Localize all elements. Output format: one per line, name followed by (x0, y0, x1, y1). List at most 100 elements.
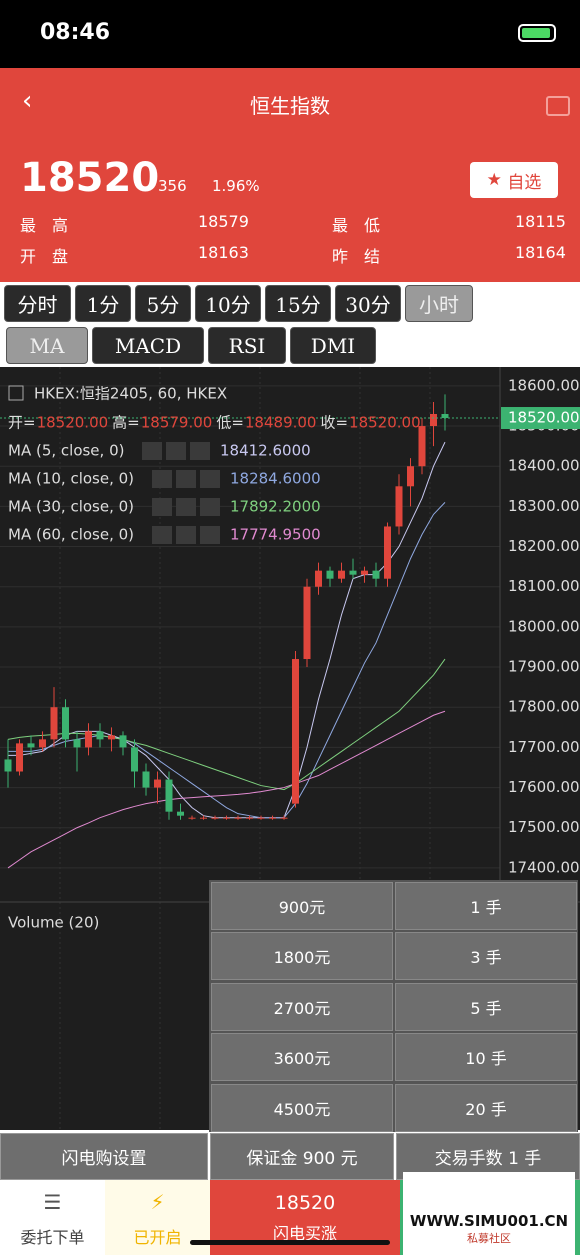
candle-body (349, 570, 357, 575)
nav-header: ‹ 恒生指数 (0, 68, 580, 137)
candle-body (96, 731, 104, 740)
candle-body (257, 817, 265, 819)
candle-body (39, 739, 46, 748)
legend-icon (200, 526, 220, 544)
indicator-tab[interactable]: DMI (290, 327, 376, 364)
chart-icon[interactable] (546, 96, 570, 116)
ma-line (7, 658, 446, 791)
legend-icon (142, 442, 162, 460)
ma-value: 18284.6000 (230, 470, 321, 488)
watch-button[interactable]: ★ 自选 (470, 162, 558, 198)
legend-icon (200, 498, 220, 516)
y-tick-label: 17600.00 (508, 778, 580, 796)
indicator-tab[interactable]: MA (6, 327, 88, 364)
legend-icon (200, 470, 220, 488)
amount-button[interactable]: 2700元 (211, 982, 393, 1031)
indicator-tab[interactable]: RSI (208, 327, 286, 364)
period-tab[interactable]: 30分 (335, 285, 401, 322)
y-tick-label: 18600.00 (508, 376, 580, 394)
y-tick-label: 17700.00 (508, 738, 580, 756)
lot-button[interactable]: 3 手 (395, 932, 577, 981)
y-tick-label: 17800.00 (508, 698, 580, 716)
buy-price: 18520 (274, 1192, 336, 1214)
page-title: 恒生指数 (250, 94, 330, 118)
amount-button[interactable]: 4500元 (211, 1083, 393, 1132)
back-button[interactable]: ‹ (22, 86, 33, 116)
y-tick-label: 18100.00 (508, 577, 580, 595)
battery (518, 24, 556, 42)
order-tab[interactable]: 委托下单 (20, 1228, 85, 1247)
y-tick-label: 18400.00 (508, 457, 580, 475)
candle-body (188, 817, 196, 819)
period-tab[interactable]: 小时 (405, 285, 473, 322)
candle-body (361, 570, 368, 575)
candle-body (234, 817, 242, 819)
y-tick-label: 17900.00 (508, 658, 580, 676)
legend-icon (152, 470, 172, 488)
candle-body (50, 707, 58, 740)
clock: 08:46 (40, 20, 111, 45)
ma-value: 17774.9500 (230, 526, 321, 544)
quote-value: 18579 (198, 212, 249, 231)
watermark: WWW.SIMU001.CN 私募社区 (403, 1172, 575, 1255)
candle-body (85, 731, 92, 748)
chart-title: HKEX:恒指2405, 60, HKEX (34, 385, 227, 403)
ohlc-label: 高= (112, 414, 140, 432)
ma-line (7, 710, 446, 869)
candle-body (407, 466, 414, 487)
candle-body (315, 570, 322, 587)
indicator-tab[interactable]: MACD (92, 327, 204, 364)
flash-tab[interactable]: 已开启 (133, 1228, 182, 1247)
candle-body (430, 413, 437, 427)
candle-body (326, 570, 334, 579)
candle-body (246, 817, 253, 819)
candle-body (119, 735, 127, 748)
volume-label: Volume (20) (8, 914, 99, 932)
change: 356 (158, 177, 187, 195)
ohlc-value: 18520.00 (349, 414, 421, 432)
candle-body (292, 659, 299, 804)
ma-legend: MA (10, close, 0) (8, 470, 134, 488)
ohlc-value: 18489.00 (245, 414, 317, 432)
period-tab[interactable]: 分时 (4, 285, 71, 322)
lot-button[interactable]: 1 手 (395, 882, 577, 930)
lot-button[interactable]: 20 手 (395, 1083, 577, 1132)
candle-body (384, 526, 391, 579)
quote-value: 18164 (515, 243, 566, 262)
y-tick-label: 17400.00 (508, 858, 580, 876)
ohlc-label: 收= (320, 414, 348, 432)
ma-legend: MA (30, close, 0) (8, 498, 134, 516)
candle-body (269, 817, 276, 819)
candle-body (108, 735, 115, 740)
last-price-label: 18520.00 (508, 409, 580, 427)
status-bar: 08:46 (0, 0, 580, 68)
ma-legend: MA (5, close, 0) (8, 442, 124, 460)
lot-button[interactable]: 5 手 (395, 982, 577, 1031)
amount-button[interactable]: 900元 (211, 882, 393, 930)
quote-label: 开 盘 (20, 247, 69, 266)
legend-icon (166, 442, 186, 460)
candle-body (4, 759, 12, 772)
candle-body (16, 743, 23, 772)
candle-body (441, 413, 449, 419)
collapse-icon (8, 385, 24, 401)
setting-button[interactable]: 闪电购设置 (0, 1133, 208, 1180)
period-tab[interactable]: 10分 (195, 285, 261, 322)
period-tab[interactable]: 1分 (75, 285, 131, 322)
y-tick-label: 18000.00 (508, 617, 580, 635)
quote-label: 最 低 (332, 216, 381, 235)
period-tab[interactable]: 15分 (265, 285, 331, 322)
home-indicator (190, 1240, 390, 1245)
lot-button[interactable]: 10 手 (395, 1033, 577, 1082)
amount-button[interactable]: 1800元 (211, 932, 393, 981)
quote-label: 昨 结 (332, 247, 381, 266)
ma-value: 17892.2000 (230, 498, 321, 516)
candle-body (211, 817, 219, 819)
period-tab[interactable]: 5分 (135, 285, 191, 322)
candle-body (303, 586, 311, 660)
ma-legend: MA (60, close, 0) (8, 526, 134, 544)
y-tick-label: 17500.00 (508, 818, 580, 836)
amount-button[interactable]: 3600元 (211, 1033, 393, 1082)
setting-button[interactable]: 保证金 900 元 (210, 1133, 394, 1180)
